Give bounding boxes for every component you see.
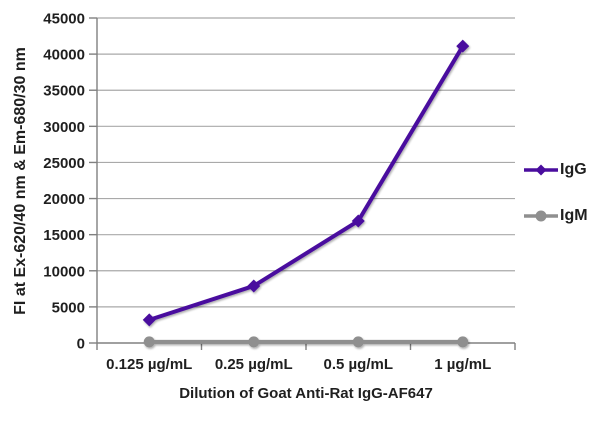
data-point-igg-0 <box>142 313 156 327</box>
series-igg <box>142 39 470 327</box>
data-point-igg-1 <box>247 279 261 293</box>
data-point-igm-3 <box>457 336 469 348</box>
y-tick-label: 15000 <box>43 227 85 244</box>
x-tick-label: 1 µg/mL <box>434 356 491 373</box>
legend-entry-igm: IgM <box>524 207 588 225</box>
y-tick-label: 30000 <box>43 119 85 136</box>
y-tick-label: 20000 <box>43 191 85 208</box>
data-point-igg-2 <box>351 214 365 228</box>
legend-marker-circle-icon <box>524 210 558 222</box>
chart-legend: IgG IgM <box>524 161 588 225</box>
legend-label-igm: IgM <box>560 207 588 224</box>
y-tick-label: 35000 <box>43 83 85 100</box>
y-tick-label: 45000 <box>43 11 85 28</box>
data-point-igm-1 <box>248 336 260 348</box>
x-tick-label: 0.25 µg/mL <box>215 356 293 373</box>
data-point-igg-3 <box>456 39 470 53</box>
legend-marker-diamond-icon <box>524 164 558 176</box>
y-tick-label: 40000 <box>43 47 85 64</box>
legend-entry-igg: IgG <box>524 161 588 179</box>
y-tick-label: 25000 <box>43 155 85 172</box>
x-axis-title: Dilution of Goat Anti-Rat IgG-AF647 <box>179 385 433 402</box>
series-igm <box>143 336 469 348</box>
y-axis-title: FI at Ex-620/40 nm & Em-680/30 nm <box>12 47 29 315</box>
data-point-igm-2 <box>352 336 364 348</box>
x-tick-label: 0.125 µg/mL <box>106 356 192 373</box>
x-tick-label: 0.5 µg/mL <box>324 356 394 373</box>
series-line-igg <box>148 45 465 322</box>
data-point-igm-0 <box>143 336 155 348</box>
y-tick-label: 10000 <box>43 263 85 280</box>
y-tick-label: 5000 <box>52 299 85 316</box>
y-tick-label: 0 <box>77 336 85 353</box>
legend-label-igg: IgG <box>560 161 587 178</box>
